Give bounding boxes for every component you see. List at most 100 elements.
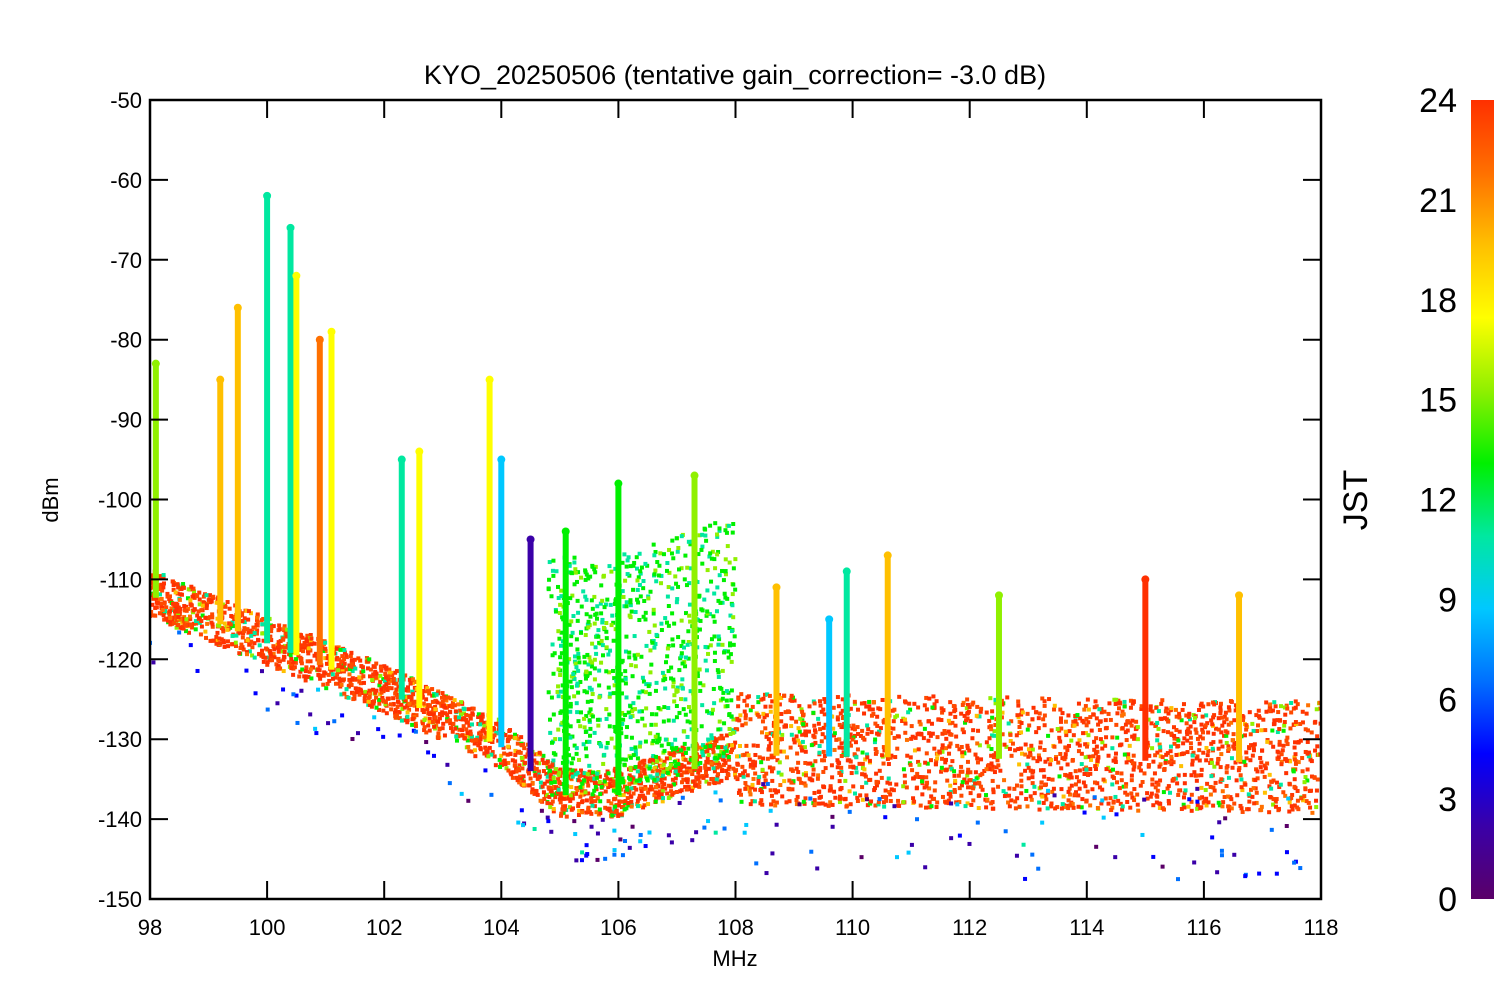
noise-point (506, 768, 511, 773)
noise-point (384, 711, 389, 716)
noise-point (1296, 760, 1301, 765)
noise-point (913, 735, 918, 740)
noise-point (362, 696, 367, 701)
noise-point (915, 771, 920, 776)
signal-point (727, 712, 732, 717)
noise-point (1227, 808, 1232, 813)
noise-point (227, 606, 232, 611)
noise-point (1163, 760, 1168, 765)
noise-point (225, 624, 230, 629)
noise-point (851, 784, 856, 789)
signal-point (581, 589, 586, 594)
signal-point (587, 763, 592, 768)
signal-point (551, 558, 556, 563)
noise-point (161, 575, 166, 580)
noise-point (1007, 746, 1012, 751)
signal-point (688, 689, 693, 694)
noise-point (953, 714, 958, 719)
noise-point (1204, 745, 1209, 750)
noise-point (324, 686, 329, 691)
noise-point (1128, 705, 1133, 710)
noise-point (919, 779, 924, 784)
noise-point (585, 779, 590, 784)
noise-point (1165, 786, 1170, 791)
noise-point (1083, 755, 1088, 760)
signal-point (712, 619, 717, 624)
noise-point (1131, 753, 1136, 758)
noise-point (344, 667, 349, 672)
noise-point (501, 745, 506, 750)
noise-point (421, 708, 426, 713)
signal-point (589, 598, 594, 603)
signal-point (584, 597, 589, 602)
noise-point (276, 643, 281, 648)
noise-point (453, 709, 458, 714)
noise-point (843, 778, 848, 783)
noise-point (986, 763, 991, 768)
noise-point (297, 632, 302, 637)
noise-point (923, 760, 928, 765)
noise-point (841, 745, 846, 750)
noise-point (1240, 714, 1245, 719)
noise-point (407, 694, 412, 699)
noise-point (576, 778, 581, 783)
noise-point (965, 702, 970, 707)
signal-point (558, 689, 563, 694)
noise-point (580, 773, 585, 778)
noise-point (447, 718, 452, 723)
noise-point (607, 782, 612, 787)
noise-point (1240, 809, 1245, 814)
signal-point (717, 526, 722, 531)
noise-point (1098, 737, 1103, 742)
noise-point (743, 716, 748, 721)
noise-point (394, 669, 399, 674)
y-tick-label: -120 (98, 647, 142, 672)
noise-point (502, 733, 507, 738)
outlier-point (713, 790, 718, 795)
peak-point (327, 327, 336, 336)
noise-point (397, 716, 402, 721)
noise-point (1313, 748, 1318, 753)
noise-point (865, 755, 870, 760)
noise-point (380, 695, 385, 700)
noise-point (1060, 711, 1065, 716)
station-spike (884, 555, 891, 758)
noise-point (901, 767, 906, 772)
signal-point (680, 677, 685, 682)
noise-point (242, 616, 247, 621)
noise-point (892, 707, 897, 712)
signal-point (629, 609, 634, 614)
noise-point (756, 700, 761, 705)
signal-point (664, 568, 669, 573)
noise-point (794, 734, 799, 739)
noise-point (436, 719, 441, 724)
signal-point (572, 677, 577, 682)
noise-point (240, 619, 245, 624)
noise-point (643, 786, 648, 791)
noise-point (812, 798, 817, 803)
noise-point (1193, 727, 1198, 732)
noise-point (1169, 757, 1174, 762)
noise-point (783, 723, 788, 728)
noise-point (305, 633, 310, 638)
outlier-point (381, 734, 386, 739)
noise-point (1244, 727, 1249, 732)
noise-point (550, 763, 555, 768)
noise-point (1177, 729, 1182, 734)
noise-point (629, 786, 634, 791)
noise-point (1007, 786, 1012, 791)
noise-point (949, 766, 954, 771)
noise-point (1099, 707, 1104, 712)
noise-point (1210, 722, 1215, 727)
signal-point (682, 741, 687, 746)
signal-point (643, 690, 648, 695)
noise-point (241, 631, 246, 636)
noise-point (490, 750, 495, 755)
noise-point (1227, 708, 1232, 713)
signal-point (641, 586, 646, 591)
outlier-point (761, 782, 766, 787)
noise-point (1019, 772, 1024, 777)
outlier-point (909, 842, 914, 847)
noise-point (371, 687, 376, 692)
noise-point (1088, 771, 1093, 776)
